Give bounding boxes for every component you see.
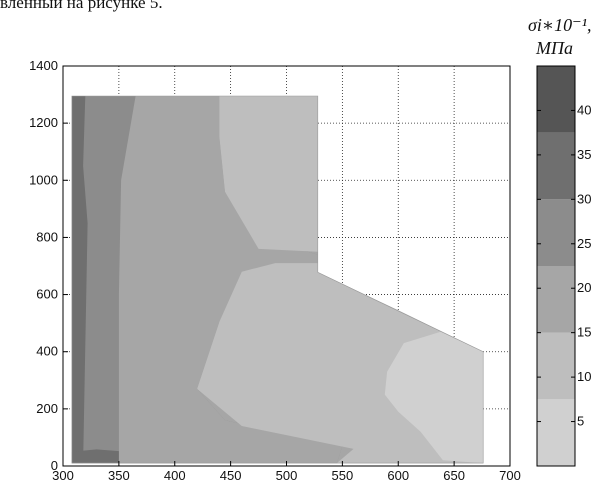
contour-region	[71, 96, 88, 464]
colorbar-tick-label: 10	[577, 369, 591, 384]
contour-region	[118, 96, 343, 464]
colorbar-tick-label: 35	[577, 147, 591, 162]
top-text-fragment: вленный на рисунке 5.	[0, 0, 163, 12]
colorbar-title-line-1: σi∗10⁻¹,	[528, 15, 592, 35]
x-tick-label: 700	[499, 468, 521, 483]
colorbar-tick-label: 25	[577, 236, 591, 251]
y-tick-label: 600	[36, 287, 58, 302]
x-tick-label: 450	[220, 468, 242, 483]
colorbar-tick-label: 15	[577, 325, 591, 340]
y-tick-label: 1000	[29, 172, 58, 187]
y-tick-label: 400	[36, 344, 58, 359]
y-tick-label: 200	[36, 401, 58, 416]
x-tick-label: 400	[164, 468, 186, 483]
contour-regions	[71, 95, 484, 464]
colorbar-frame	[536, 65, 576, 467]
x-tick-label: 500	[276, 468, 298, 483]
x-tick-label: 650	[443, 468, 465, 483]
colorbar-band	[537, 66, 575, 133]
colorbar-tick-label: 40	[577, 102, 591, 117]
contour-region	[219, 96, 318, 252]
colorbar-band	[537, 199, 575, 266]
colorbar-band	[537, 399, 575, 466]
x-tick-label: 600	[387, 468, 409, 483]
contour-region	[384, 331, 484, 464]
y-tick-label: 800	[36, 229, 58, 244]
x-tick-label: 350	[108, 468, 130, 483]
colorbar-tick-label: 5	[577, 414, 584, 429]
y-tick-label: 1200	[29, 115, 58, 130]
colorbar-tick-label: 20	[577, 280, 591, 295]
colorbar-tick-label: 30	[577, 191, 591, 206]
y-tick-label: 1400	[29, 58, 58, 73]
y-tick-label: 0	[51, 458, 58, 473]
plot-axes: 300 350 400 450 500 550 600 650 700 0 200 400 600 800…	[29, 58, 521, 483]
domain-outline	[71, 95, 484, 464]
x-tick-label: 300	[52, 468, 74, 483]
colorbar: 5 10 15 20 25 30 35 40	[536, 65, 591, 467]
x-tick-label: 550	[332, 468, 354, 483]
colorbar-band	[537, 266, 575, 333]
colorbar-band	[537, 332, 575, 400]
colorbar-title-line-2: МПа	[536, 38, 573, 58]
colorbar-band	[537, 132, 575, 200]
